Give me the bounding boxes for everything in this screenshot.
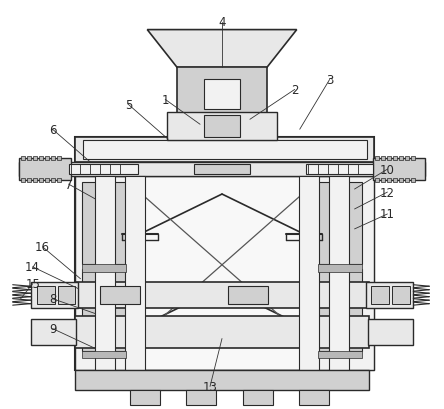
- Bar: [311, 177, 374, 371]
- Bar: [83, 141, 366, 160]
- Bar: [51, 179, 55, 183]
- Bar: [125, 177, 145, 371]
- Bar: [392, 286, 410, 304]
- Bar: [75, 177, 133, 371]
- Bar: [51, 157, 55, 161]
- Bar: [317, 269, 361, 351]
- Bar: [83, 269, 127, 351]
- Bar: [306, 165, 373, 175]
- Bar: [83, 183, 127, 264]
- Bar: [56, 157, 60, 161]
- Bar: [31, 319, 76, 345]
- Bar: [75, 371, 369, 391]
- Bar: [27, 157, 31, 161]
- Text: 13: 13: [202, 380, 218, 393]
- Text: 2: 2: [291, 84, 298, 97]
- Bar: [411, 157, 415, 161]
- Text: 1: 1: [162, 94, 169, 107]
- Bar: [204, 80, 240, 110]
- Bar: [381, 157, 385, 161]
- Bar: [68, 165, 138, 175]
- Bar: [388, 157, 392, 161]
- Bar: [44, 157, 48, 161]
- Bar: [365, 282, 413, 308]
- Bar: [44, 179, 48, 183]
- Bar: [393, 179, 397, 183]
- Bar: [393, 157, 397, 161]
- Bar: [19, 159, 71, 181]
- Bar: [75, 282, 369, 308]
- Bar: [400, 179, 404, 183]
- Text: 16: 16: [35, 241, 50, 254]
- Bar: [33, 157, 37, 161]
- Bar: [368, 319, 413, 345]
- Bar: [317, 351, 361, 359]
- Bar: [228, 286, 268, 304]
- Bar: [405, 179, 409, 183]
- Bar: [39, 179, 43, 183]
- Bar: [130, 391, 160, 405]
- Text: 9: 9: [49, 322, 56, 335]
- Bar: [204, 116, 240, 138]
- Bar: [243, 391, 273, 405]
- Bar: [21, 157, 25, 161]
- Text: 10: 10: [380, 163, 395, 176]
- Text: 11: 11: [380, 208, 395, 221]
- Text: 8: 8: [49, 292, 56, 306]
- Bar: [317, 183, 361, 264]
- Bar: [83, 351, 127, 359]
- Bar: [194, 165, 250, 175]
- Bar: [177, 68, 267, 115]
- Bar: [21, 179, 25, 183]
- Text: 12: 12: [380, 186, 395, 199]
- Bar: [95, 177, 115, 371]
- Bar: [376, 157, 380, 161]
- Bar: [373, 159, 425, 181]
- Bar: [100, 286, 140, 304]
- Bar: [31, 282, 79, 308]
- Bar: [167, 113, 277, 141]
- Text: 15: 15: [25, 278, 40, 290]
- Bar: [372, 286, 389, 304]
- Text: 5: 5: [125, 99, 132, 112]
- Bar: [56, 179, 60, 183]
- Text: 14: 14: [25, 261, 40, 274]
- Bar: [186, 391, 216, 405]
- Bar: [388, 179, 392, 183]
- Bar: [75, 138, 374, 371]
- Bar: [376, 179, 380, 183]
- Bar: [37, 286, 55, 304]
- Bar: [299, 177, 319, 371]
- Text: 4: 4: [218, 16, 226, 29]
- Text: 3: 3: [326, 74, 333, 87]
- Bar: [317, 264, 361, 272]
- Text: 6: 6: [49, 124, 56, 137]
- Bar: [381, 179, 385, 183]
- Bar: [19, 163, 425, 177]
- Text: 7: 7: [65, 178, 72, 191]
- Bar: [411, 179, 415, 183]
- Bar: [58, 286, 75, 304]
- Bar: [133, 177, 311, 371]
- Bar: [39, 157, 43, 161]
- Bar: [33, 179, 37, 183]
- Bar: [329, 177, 349, 371]
- Bar: [400, 157, 404, 161]
- Bar: [75, 316, 369, 348]
- Polygon shape: [147, 31, 297, 68]
- Bar: [405, 157, 409, 161]
- Bar: [75, 138, 374, 163]
- Bar: [299, 391, 329, 405]
- Bar: [83, 264, 127, 272]
- Bar: [27, 179, 31, 183]
